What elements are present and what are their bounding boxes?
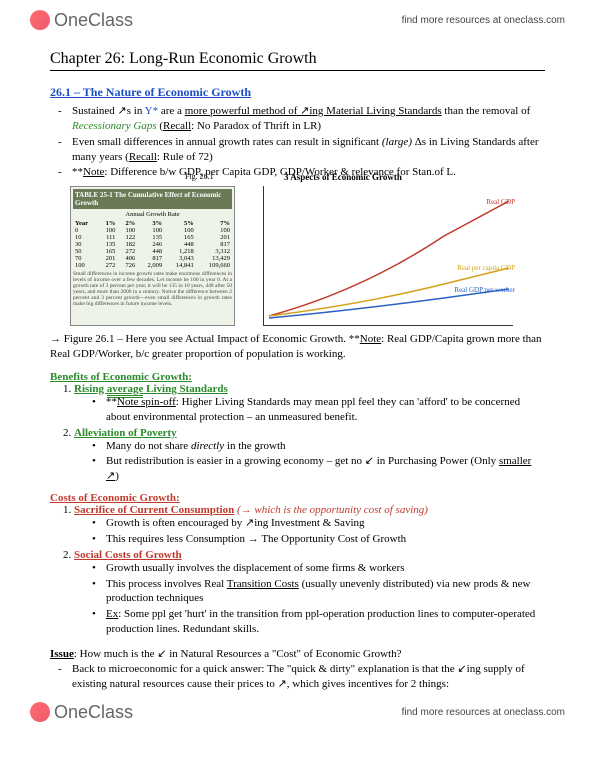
benefits-heading: Benefits of Economic Growth: <box>50 371 545 383</box>
legend-item: Real GDP <box>486 198 515 206</box>
section-heading: 26.1 – The Nature of Economic Growth <box>50 85 545 100</box>
costs-list: Sacrifice of Current Consumption (→ whic… <box>58 504 545 637</box>
header-link[interactable]: find more resources at oneclass.com <box>402 15 565 26</box>
chapter-title: Chapter 26: Long-Run Economic Growth <box>50 50 545 68</box>
logo: OneClass <box>30 10 133 31</box>
data-table: Year1%2%3%5%7%01001001001001001011112213… <box>73 220 232 269</box>
logo-icon <box>30 702 50 722</box>
list-item: Rising average Living Standards **Note s… <box>74 383 545 425</box>
header: OneClass find more resources at oneclass… <box>0 0 595 40</box>
bullet: But redistribution is easier in a growin… <box>92 454 545 484</box>
table-note: Small differences in income growth rates… <box>73 271 232 307</box>
table-subhead: Annual Growth Rate <box>73 211 232 218</box>
page-content: Chapter 26: Long-Run Economic Growth 26.… <box>0 40 595 691</box>
figures-row: TABLE 25-1 The Cumulative Effect of Econ… <box>70 186 545 326</box>
figure-caption: → Figure 26.1 – Here you see Actual Impa… <box>50 332 545 361</box>
section-bullets: Sustained ↗s in Y* are a more powerful m… <box>58 104 545 180</box>
issue-bullets: Back to microeconomic for a quick answer… <box>58 662 545 692</box>
bullet: Back to microeconomic for a quick answer… <box>58 662 545 692</box>
chart-fig-label: Fig. 26.1 <box>185 172 214 181</box>
legend-item: Real per capita GDP <box>457 264 515 272</box>
legend-item: Real GDP per worker <box>454 286 515 294</box>
bullet: **Note spin-off: Higher Living Standards… <box>92 395 545 425</box>
bullet: Sustained ↗s in Y* are a more powerful m… <box>58 104 545 134</box>
bullet: Growth usually involves the displacement… <box>92 561 545 576</box>
bullet: Many do not share directly in the growth <box>92 439 545 454</box>
brand-text: OneClass <box>54 10 133 31</box>
sub-list: Many do not share directly in the growth… <box>92 439 545 485</box>
bullet: Even small differences in annual growth … <box>58 135 545 165</box>
benefits-list: Rising average Living Standards **Note s… <box>58 383 545 484</box>
chart-wrap: Fig. 26.1 3 Aspects of Economic Growth R… <box>243 186 513 326</box>
chart-title: 3 Aspects of Economic Growth <box>284 172 402 182</box>
sub-list: Growth usually involves the displacement… <box>92 561 545 637</box>
list-item: Social Costs of Growth Growth usually in… <box>74 549 545 637</box>
divider <box>50 70 545 71</box>
sub-list: Growth is often encouraged by ↗ing Inves… <box>92 516 545 547</box>
footer: OneClass find more resources at oneclass… <box>0 692 595 732</box>
bullet: This process involves Real Transition Co… <box>92 577 545 607</box>
footer-link[interactable]: find more resources at oneclass.com <box>402 707 565 718</box>
bullet: This requires less Consumption → The Opp… <box>92 532 545 547</box>
list-item: Sacrifice of Current Consumption (→ whic… <box>74 504 545 547</box>
chart-lines <box>264 186 513 325</box>
brand-text: OneClass <box>54 702 133 723</box>
growth-table: TABLE 25-1 The Cumulative Effect of Econ… <box>70 186 235 326</box>
bullet: Ex: Some ppl get 'hurt' in the transitio… <box>92 607 545 637</box>
bullet: Growth is often encouraged by ↗ing Inves… <box>92 516 545 531</box>
costs-heading: Costs of Economic Growth: <box>50 492 545 504</box>
sub-list: **Note spin-off: Higher Living Standards… <box>92 395 545 425</box>
issue-block: Issue: How much is the ↙ in Natural Reso… <box>50 647 545 692</box>
growth-chart: 3 Aspects of Economic Growth Real GDP Re… <box>263 186 513 326</box>
logo-icon <box>30 10 50 30</box>
list-item: Alleviation of Poverty Many do not share… <box>74 427 545 485</box>
logo: OneClass <box>30 702 133 723</box>
table-title: TABLE 25-1 The Cumulative Effect of Econ… <box>73 189 232 209</box>
